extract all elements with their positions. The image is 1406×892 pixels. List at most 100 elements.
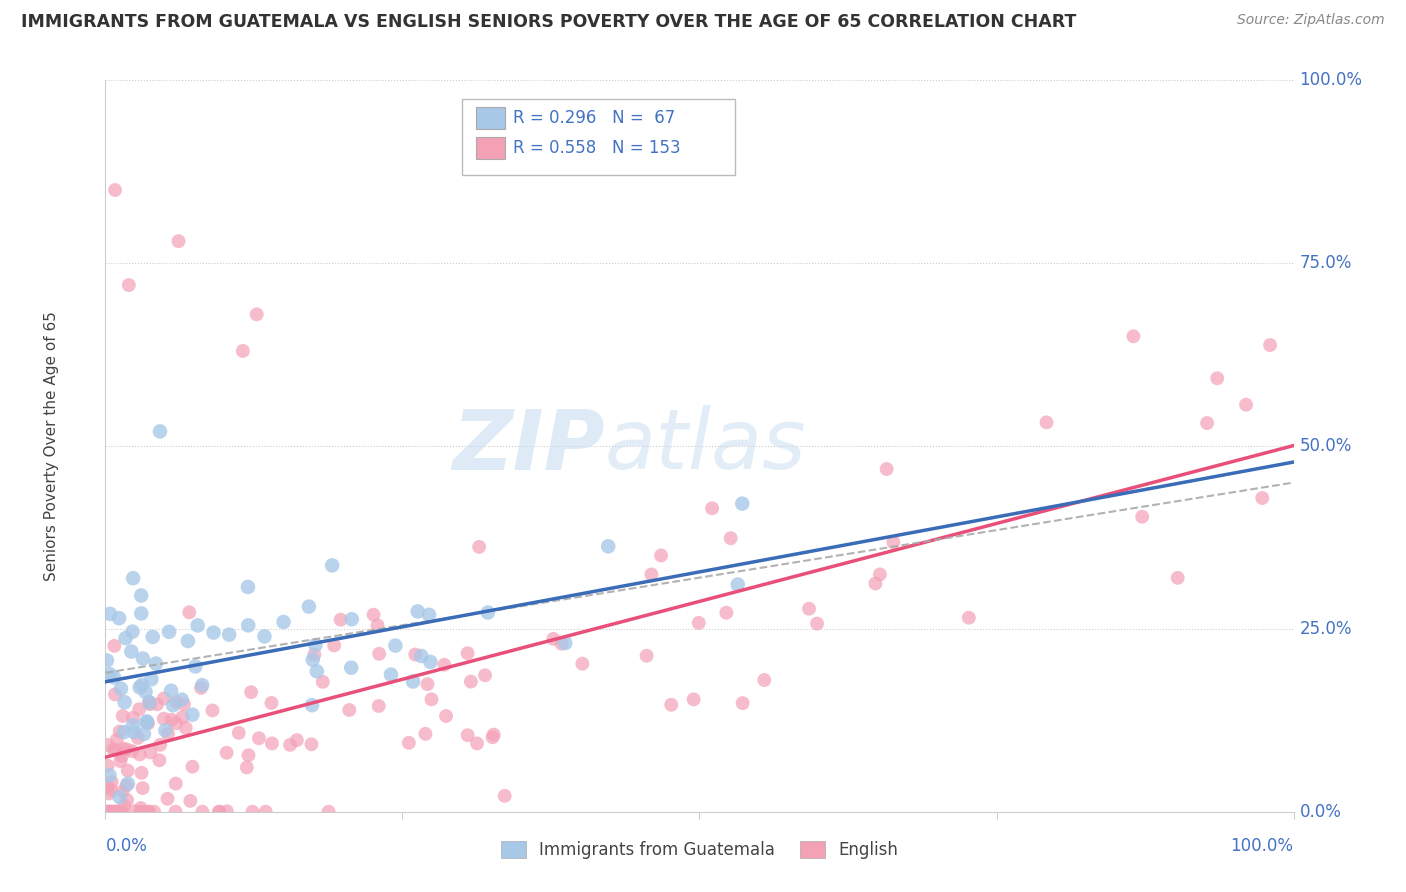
Point <box>104 744 127 758</box>
Point <box>108 611 131 625</box>
FancyBboxPatch shape <box>477 137 505 160</box>
Point <box>957 611 980 625</box>
Point <box>112 798 135 813</box>
Point <box>148 753 170 767</box>
Text: 100.0%: 100.0% <box>1299 71 1362 89</box>
Text: R = 0.296   N =  67: R = 0.296 N = 67 <box>513 109 675 127</box>
Point <box>129 607 152 621</box>
Point <box>165 805 187 819</box>
Point <box>1197 416 1219 430</box>
Point <box>111 805 134 819</box>
Point <box>105 732 128 747</box>
Point <box>367 618 389 632</box>
Point <box>98 805 121 819</box>
Point <box>142 630 165 644</box>
Point <box>117 777 139 791</box>
Point <box>477 606 499 620</box>
Point <box>111 709 134 723</box>
Point <box>285 733 308 747</box>
Point <box>179 794 201 808</box>
Point <box>132 727 155 741</box>
Text: 50.0%: 50.0% <box>1299 437 1351 455</box>
Point <box>98 667 121 681</box>
Point <box>720 531 742 545</box>
Point <box>433 657 456 672</box>
Point <box>232 343 254 358</box>
Point <box>141 672 163 686</box>
Point <box>110 681 132 696</box>
Point <box>165 695 187 709</box>
Point <box>131 765 153 780</box>
Point <box>481 731 503 745</box>
Point <box>184 659 207 673</box>
Point <box>120 644 142 658</box>
Point <box>754 673 776 687</box>
Point <box>304 648 326 662</box>
Point <box>122 571 145 585</box>
Point <box>318 805 340 819</box>
Point <box>98 607 121 621</box>
Text: 0.0%: 0.0% <box>105 838 148 855</box>
Point <box>96 653 118 667</box>
Point <box>101 805 124 819</box>
Point <box>129 589 152 603</box>
Point <box>105 805 128 819</box>
Point <box>157 727 180 741</box>
Point <box>100 775 122 789</box>
Text: ZIP: ZIP <box>451 406 605 486</box>
Point <box>139 746 162 760</box>
Point <box>367 699 389 714</box>
Point <box>111 784 134 798</box>
Point <box>121 624 143 639</box>
Point <box>218 627 240 641</box>
Point <box>97 758 120 772</box>
Point <box>254 805 277 819</box>
Point <box>173 697 195 711</box>
Point <box>131 781 153 796</box>
Point <box>129 805 152 819</box>
Point <box>181 707 204 722</box>
Point <box>1122 329 1144 343</box>
Point <box>138 805 160 819</box>
Point <box>238 618 260 632</box>
Point <box>152 712 174 726</box>
Point <box>215 746 238 760</box>
Point <box>305 665 328 679</box>
Point <box>117 764 139 778</box>
Text: Source: ZipAtlas.com: Source: ZipAtlas.com <box>1237 13 1385 28</box>
Point <box>135 715 157 730</box>
Point <box>1258 338 1281 352</box>
FancyBboxPatch shape <box>477 107 505 128</box>
Point <box>149 738 172 752</box>
Point <box>179 605 201 619</box>
Point <box>598 539 620 553</box>
Point <box>700 501 723 516</box>
Point <box>112 742 135 756</box>
Point <box>731 497 754 511</box>
Text: 100.0%: 100.0% <box>1230 838 1294 855</box>
Text: 0.0%: 0.0% <box>1299 803 1341 821</box>
Point <box>167 234 190 248</box>
Point <box>160 683 183 698</box>
Point <box>191 805 214 819</box>
Point <box>136 716 159 731</box>
Point <box>191 678 214 692</box>
Point <box>688 615 710 630</box>
Point <box>138 695 160 709</box>
Point <box>108 724 131 739</box>
Point <box>419 655 441 669</box>
Point <box>236 580 259 594</box>
Text: R = 0.558   N = 153: R = 0.558 N = 153 <box>513 139 681 157</box>
Point <box>155 723 177 738</box>
Point <box>96 805 118 819</box>
Point <box>215 804 238 818</box>
Point <box>129 801 152 815</box>
Point <box>162 698 184 713</box>
Point <box>273 615 295 629</box>
Point <box>124 804 146 818</box>
Point <box>650 549 672 563</box>
Point <box>727 577 749 591</box>
Point <box>135 714 157 729</box>
Point <box>104 805 127 819</box>
Point <box>682 692 704 706</box>
